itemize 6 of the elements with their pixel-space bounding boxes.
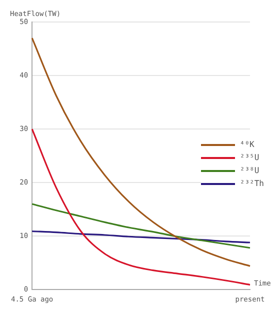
legend-label: ²³⁸U [240,166,260,175]
legend-label: ⁴⁰K [240,140,254,149]
legend-label: ²³²Th [240,179,264,188]
line-series [31,230,251,244]
legend-label: ²³⁵U [240,153,260,162]
line-series [31,203,251,249]
